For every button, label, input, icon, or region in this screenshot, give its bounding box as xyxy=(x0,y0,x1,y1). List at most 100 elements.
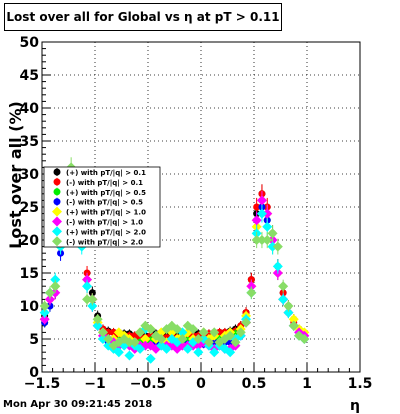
data-point xyxy=(272,241,283,252)
legend: (+) with pT/|q| > 0.1 (-) with pT/|q| > 0… xyxy=(43,166,161,248)
data-point xyxy=(140,334,151,344)
data-point xyxy=(225,347,236,358)
legend-marker xyxy=(52,236,62,247)
data-point xyxy=(92,320,103,331)
data-point xyxy=(226,338,234,346)
data-point xyxy=(288,320,299,331)
x-tick-label: −1.5 xyxy=(24,376,61,392)
y-tick-label: 50 xyxy=(20,35,40,51)
data-point xyxy=(131,332,139,340)
data-point xyxy=(82,274,93,285)
data-point xyxy=(262,208,273,219)
data-point xyxy=(87,294,98,305)
data-point xyxy=(203,337,214,348)
data-point xyxy=(251,235,262,245)
legend-label: (+) with pT/|q| > 0.5 xyxy=(66,189,146,198)
legend-label: (+) with pT/|q| > 2.0 xyxy=(66,228,146,237)
data-point xyxy=(97,334,108,344)
data-point xyxy=(44,287,55,298)
data-point xyxy=(283,307,294,318)
legend-marker xyxy=(53,168,61,176)
legend-label: (-) with pT/|q| > 0.5 xyxy=(66,199,143,208)
data-point xyxy=(135,343,146,354)
data-point xyxy=(209,327,220,338)
data-point xyxy=(288,314,299,325)
data-point xyxy=(262,235,273,245)
data-point xyxy=(253,203,261,211)
data-point xyxy=(39,314,50,325)
x-tick-label: −1 xyxy=(84,376,105,392)
x-tick-label: 1 xyxy=(302,376,312,392)
y-tick-label: 45 xyxy=(20,68,39,84)
x-tick-label: 0.5 xyxy=(242,376,267,392)
data-point xyxy=(104,328,112,336)
data-point xyxy=(110,328,118,336)
data-point xyxy=(246,287,257,298)
legend-marker xyxy=(53,198,61,206)
data-point xyxy=(256,208,267,219)
data-point xyxy=(198,327,209,338)
data-point xyxy=(299,334,310,344)
legend-marker xyxy=(53,178,61,186)
data-point xyxy=(267,241,278,252)
x-axis-label: η xyxy=(350,398,360,414)
axes: −1.5 −1 −0.5 0 0.5 1 1.5 0 5 10 15 20 25 30 35 40 45 50 xyxy=(20,35,373,392)
data-point xyxy=(267,228,278,239)
data-point xyxy=(283,301,294,311)
data-point xyxy=(92,314,103,325)
data-point xyxy=(247,276,255,284)
data-point xyxy=(251,215,262,226)
data-point xyxy=(279,289,287,297)
data-point xyxy=(278,294,289,305)
legend-marker xyxy=(53,188,61,196)
data-point xyxy=(246,281,257,292)
data-point xyxy=(272,261,283,272)
data-point xyxy=(188,324,199,335)
data-point xyxy=(39,301,50,311)
data-point xyxy=(209,347,220,358)
y-tick-label: 40 xyxy=(20,101,40,117)
y-tick-label: 5 xyxy=(29,332,39,348)
data-point xyxy=(39,307,50,318)
data-point xyxy=(50,281,61,292)
data-point xyxy=(50,274,61,285)
y-tick-label: 15 xyxy=(20,266,39,282)
legend-label: (-) with pT/|q| > 1.0 xyxy=(66,219,143,228)
data-point xyxy=(87,301,98,311)
data-point xyxy=(262,221,273,232)
footer-datestamp: Mon Apr 30 09:21:45 2018 xyxy=(3,399,153,410)
legend-label: (+) with pT/|q| > 1.0 xyxy=(66,209,146,218)
data-point xyxy=(124,337,135,348)
legend-marker xyxy=(52,216,62,227)
legend-label: (+) with pT/|q| > 0.1 xyxy=(66,169,146,178)
data-point xyxy=(235,327,246,338)
data-point xyxy=(103,334,114,344)
x-tick-label: −0.5 xyxy=(130,376,167,392)
data-point xyxy=(172,324,183,335)
x-tick-label: 0 xyxy=(196,376,206,392)
y-tick-label: 35 xyxy=(20,134,39,150)
y-tick-label: 0 xyxy=(29,365,39,381)
chart-title: Lost over all for Global vs η at pT > 0.… xyxy=(4,3,282,31)
data-point xyxy=(278,281,289,292)
data-point xyxy=(82,281,93,292)
data-point xyxy=(182,343,193,354)
legend-marker xyxy=(52,206,62,217)
data-point xyxy=(50,287,61,298)
data-point xyxy=(145,353,156,364)
data-point xyxy=(161,343,172,354)
data-point xyxy=(124,350,135,361)
data-point xyxy=(135,327,146,338)
y-tick-label: 30 xyxy=(20,167,40,183)
data-point xyxy=(145,324,156,335)
data-point xyxy=(216,328,224,336)
legend-marker xyxy=(52,226,62,237)
data-point xyxy=(44,294,55,305)
data-point xyxy=(241,317,252,328)
data-point xyxy=(113,347,124,358)
data-point xyxy=(88,289,96,297)
data-point xyxy=(256,195,267,206)
legend-box xyxy=(43,166,161,248)
y-tick-label: 25 xyxy=(20,200,39,216)
data-point xyxy=(129,337,140,348)
